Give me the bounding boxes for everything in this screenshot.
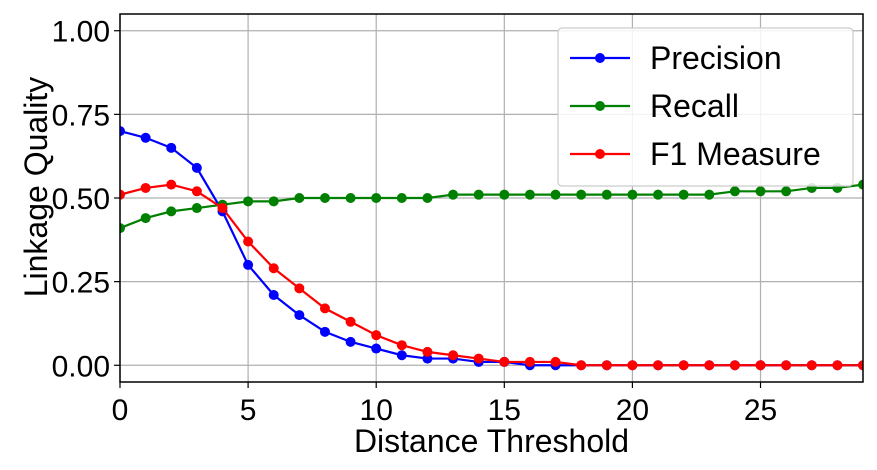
data-point-f1-measure xyxy=(473,353,484,364)
data-point-f1-measure xyxy=(678,360,689,371)
data-point-f1-measure xyxy=(191,186,202,197)
y-tick-label: 0.00 xyxy=(52,350,110,383)
data-point-recall xyxy=(319,193,330,203)
data-point-precision xyxy=(371,343,382,354)
data-point-recall xyxy=(448,189,459,200)
data-point-f1-measure xyxy=(755,360,766,371)
x-tick-label: 20 xyxy=(616,394,649,427)
legend-label: Precision xyxy=(650,40,782,76)
y-axis-label: Linkage Quality xyxy=(18,77,54,298)
data-point-recall xyxy=(345,193,356,203)
data-point-recall xyxy=(268,196,279,207)
data-point-recall xyxy=(120,223,125,234)
data-point-recall xyxy=(729,186,740,197)
data-point-recall xyxy=(627,189,638,200)
x-tick-label: 15 xyxy=(488,394,521,427)
data-point-recall xyxy=(858,179,863,190)
data-point-f1-measure xyxy=(217,203,228,214)
series-f1-measure xyxy=(120,179,863,371)
legend-label: F1 Measure xyxy=(650,136,821,172)
data-point-f1-measure xyxy=(781,360,792,371)
data-point-f1-measure xyxy=(268,263,279,274)
data-point-recall xyxy=(704,189,715,200)
data-point-recall xyxy=(396,193,407,203)
x-tick-label: 5 xyxy=(240,394,257,427)
legend: Precision Recall F1 Measure xyxy=(557,27,854,187)
data-point-recall xyxy=(243,196,254,207)
data-point-recall xyxy=(576,189,587,200)
data-point-f1-measure xyxy=(319,303,330,314)
data-point-f1-measure xyxy=(396,340,407,351)
legend-label: Recall xyxy=(650,88,739,124)
data-point-recall xyxy=(140,213,151,224)
data-point-f1-measure xyxy=(653,360,664,371)
data-point-f1-measure xyxy=(576,360,587,371)
data-point-recall xyxy=(499,189,510,200)
y-tick-label: 0.25 xyxy=(52,267,110,300)
data-point-f1-measure xyxy=(294,283,305,294)
y-tick-label: 1.00 xyxy=(52,16,110,49)
y-tick-label: 0.50 xyxy=(52,183,110,216)
data-point-recall xyxy=(166,206,177,217)
data-point-precision xyxy=(294,310,305,321)
data-point-f1-measure xyxy=(858,360,863,371)
x-axis-label: Distance Threshold xyxy=(354,423,629,459)
axis-ticks: 0 5 10 15 20 25 0.00 0.25 0.50 0.75 1.00 xyxy=(52,16,778,427)
data-point-recall xyxy=(422,193,433,203)
series-line-f1-measure xyxy=(120,183,863,367)
legend-swatch-marker xyxy=(595,101,605,111)
x-tick-label: 10 xyxy=(360,394,393,427)
data-point-precision xyxy=(140,132,151,143)
data-point-f1-measure xyxy=(120,189,125,200)
series-line-recall xyxy=(120,183,863,230)
legend-item-recall: Recall xyxy=(570,88,739,124)
data-point-precision xyxy=(243,259,254,270)
data-point-recall xyxy=(550,189,561,200)
legend-box xyxy=(557,27,854,187)
data-point-recall xyxy=(653,189,664,200)
data-point-f1-measure xyxy=(166,179,177,190)
data-point-recall xyxy=(601,189,612,200)
data-point-f1-measure xyxy=(345,316,356,327)
data-point-f1-measure xyxy=(371,330,382,341)
x-tick-label: 25 xyxy=(744,394,777,427)
data-point-f1-measure xyxy=(832,360,843,371)
data-point-f1-measure xyxy=(499,356,510,367)
data-point-f1-measure xyxy=(729,360,740,371)
data-point-f1-measure xyxy=(448,350,459,361)
data-point-precision xyxy=(120,126,125,137)
data-point-precision xyxy=(396,350,407,361)
data-point-f1-measure xyxy=(422,346,433,357)
data-point-precision xyxy=(319,326,330,337)
legend-item-f1-measure: F1 Measure xyxy=(570,136,821,172)
data-point-f1-measure xyxy=(140,182,151,193)
data-point-f1-measure xyxy=(550,356,561,367)
data-point-f1-measure xyxy=(704,360,715,371)
data-point-recall xyxy=(524,189,535,200)
data-point-recall xyxy=(781,186,792,197)
data-point-f1-measure xyxy=(601,360,612,371)
legend-item-precision: Precision xyxy=(570,40,782,76)
data-point-precision xyxy=(345,336,356,347)
data-point-recall xyxy=(294,193,305,203)
data-point-recall xyxy=(678,189,689,200)
series-layer xyxy=(120,126,863,371)
x-tick-label: 0 xyxy=(112,394,129,427)
legend-swatch-marker xyxy=(595,149,605,159)
legend-swatch-marker xyxy=(595,53,605,63)
data-point-f1-measure xyxy=(627,360,638,371)
data-point-f1-measure xyxy=(806,360,817,371)
series-recall xyxy=(120,179,863,234)
data-point-recall xyxy=(755,186,766,197)
data-point-precision xyxy=(191,162,202,173)
data-point-recall xyxy=(191,203,202,214)
data-point-recall xyxy=(371,193,382,203)
y-tick-label: 0.75 xyxy=(52,99,110,132)
data-point-precision xyxy=(166,142,177,153)
data-point-recall xyxy=(473,189,484,200)
data-point-f1-measure xyxy=(243,236,254,247)
data-point-f1-measure xyxy=(524,356,535,367)
data-point-precision xyxy=(268,290,279,301)
